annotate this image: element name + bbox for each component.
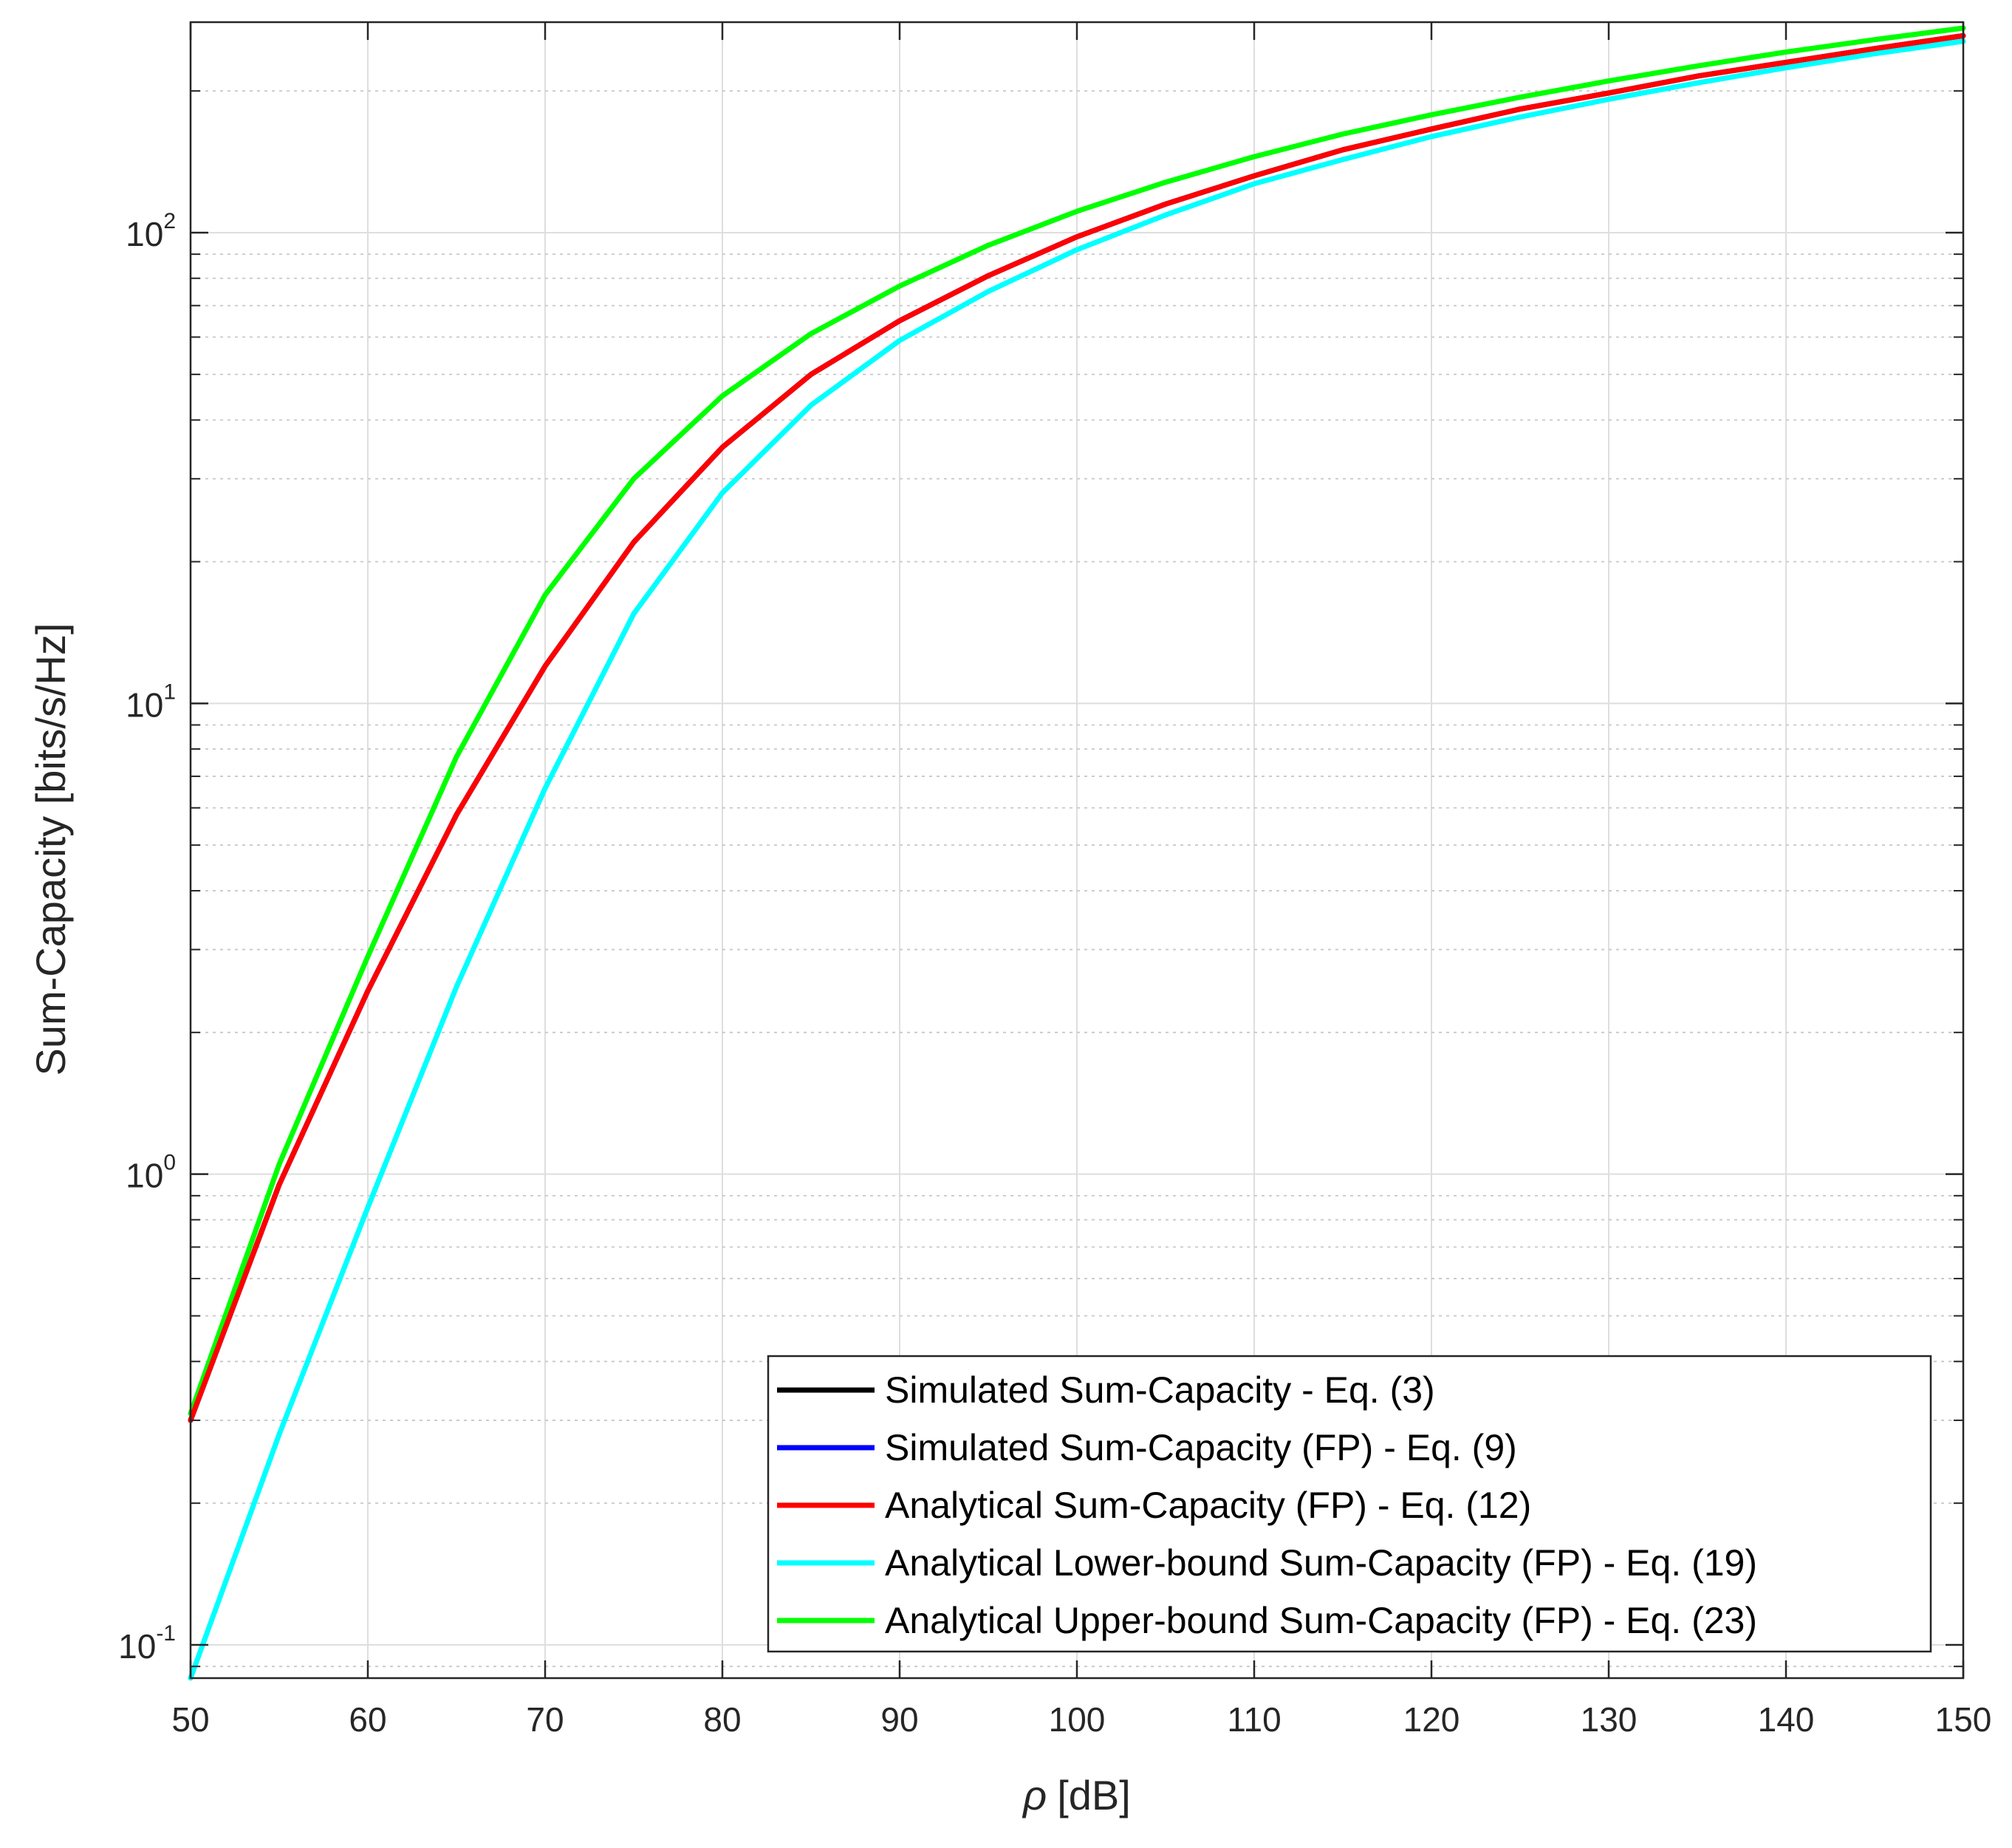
x-tick-label: 100	[1049, 1700, 1106, 1739]
x-axis-label: ρ [dB]	[1022, 1772, 1131, 1818]
x-axis-unit: [dB]	[1057, 1772, 1131, 1818]
legend-box	[767, 1355, 1932, 1653]
legend: Simulated Sum-Capacity - Eq. (3) Simulate…	[767, 1355, 1932, 1653]
series-line	[188, 38, 1966, 1681]
y-tick-labels: 10-1 100 101 102	[118, 209, 176, 1666]
y-tick-label: 100	[126, 1151, 176, 1195]
legend-label: Simulated Sum-Capacity - Eq. (3)	[885, 1369, 1435, 1411]
series-line	[188, 25, 1966, 1417]
x-tick-labels: 50 60 70 80 90 100 110 120 130 140 150	[171, 1700, 1991, 1739]
x-tick-label: 140	[1758, 1700, 1815, 1739]
legend-label: Analytical Lower-bound Sum-Capacity (FP)…	[885, 1542, 1757, 1584]
x-tick-label: 120	[1403, 1700, 1460, 1739]
x-axis-symbol: ρ	[1022, 1772, 1047, 1818]
x-tick-label: 110	[1227, 1700, 1281, 1739]
legend-label: Analytical Sum-Capacity (FP) - Eq. (12)	[885, 1485, 1531, 1526]
x-tick-label: 130	[1581, 1700, 1638, 1739]
series-line	[188, 32, 1966, 1423]
legend-label: Analytical Upper-bound Sum-Capacity (FP)…	[885, 1600, 1757, 1641]
x-tick-label: 70	[526, 1700, 564, 1739]
series-lines	[188, 25, 1966, 1681]
x-tick-label: 90	[880, 1700, 918, 1739]
x-tick-label: 150	[1935, 1700, 1992, 1739]
y-axis-label: Sum-Capacity [bits/s/Hz]	[27, 623, 74, 1075]
x-tick-label: 50	[171, 1700, 209, 1739]
y-tick-label: 101	[126, 680, 176, 724]
y-tick-label: 102	[126, 209, 176, 253]
y-tick-label: 10-1	[118, 1621, 176, 1666]
x-tick-label: 80	[703, 1700, 741, 1739]
tick-marks	[189, 22, 1965, 1678]
legend-label: Simulated Sum-Capacity (FP) - Eq. (9)	[885, 1427, 1517, 1468]
x-tick-label: 60	[349, 1700, 386, 1739]
